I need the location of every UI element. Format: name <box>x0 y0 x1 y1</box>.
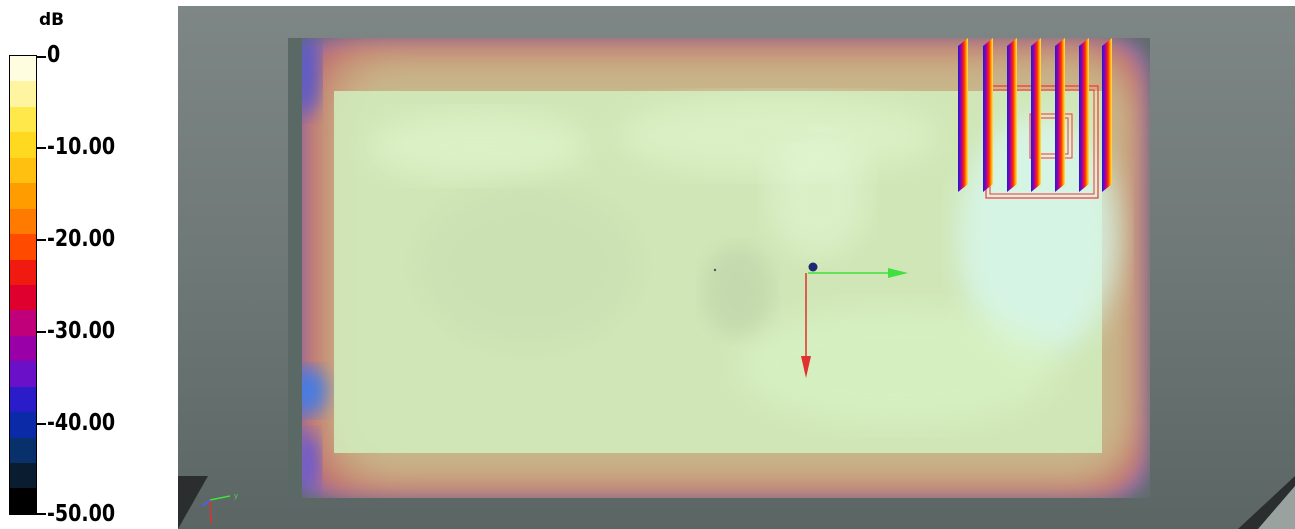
svg-text:y: y <box>234 492 238 500</box>
legend-tick-label-5: -50.00 <box>47 501 116 527</box>
colorbar-swatch <box>10 412 36 438</box>
colorbar-legend: dB 0 -10.00 -20.00 -30.00 -40.00 -50.00 <box>0 0 178 529</box>
speaker-element <box>1102 38 1112 192</box>
gizmo-y-arrow[interactable] <box>801 356 811 378</box>
speaker-array <box>958 38 1112 199</box>
colorbar-swatch <box>10 132 36 158</box>
colorbar-swatch <box>10 284 36 311</box>
speaker-element <box>958 38 968 192</box>
room-interior <box>334 91 1118 453</box>
colorbar-swatch <box>10 81 36 107</box>
3d-viewport[interactable]: y <box>178 6 1295 529</box>
gizmo-origin[interactable] <box>808 262 818 272</box>
transform-gizmo[interactable] <box>713 262 908 379</box>
legend-tick-mark <box>37 147 46 149</box>
legend-unit: dB <box>39 10 65 30</box>
colorbar-swatch <box>10 56 36 82</box>
colorbar-swatch <box>10 234 36 260</box>
legend-tick-mark <box>37 239 46 241</box>
colorbar-swatch <box>10 310 36 336</box>
speaker-element <box>983 38 993 192</box>
legend-tick-label-0: 0 <box>47 42 61 68</box>
colorbar-swatch <box>10 463 36 489</box>
legend-tick-label-2: -20.00 <box>47 226 116 252</box>
colorbar-swatch <box>10 259 36 285</box>
colorbar-swatch <box>10 208 36 235</box>
legend-tick-label-3: -30.00 <box>47 318 116 344</box>
colorbar-swatch <box>10 488 36 514</box>
legend-tick-mark <box>37 513 46 515</box>
speaker-element <box>1055 38 1065 192</box>
colorbar-swatch <box>10 361 36 387</box>
legend-tick-label-4: -40.00 <box>47 410 116 436</box>
colorbar <box>9 55 37 515</box>
colorbar-swatch <box>10 183 36 209</box>
colorbar-swatch <box>10 437 36 463</box>
floor-shadow-left <box>178 476 208 529</box>
room-scene: y <box>178 38 1295 529</box>
legend-tick-label-1: -10.00 <box>47 134 116 160</box>
speaker-element <box>1007 38 1017 192</box>
legend-tick-mark <box>37 331 46 333</box>
colorbar-swatch <box>10 157 36 184</box>
legend-tick-mark <box>37 56 46 58</box>
colorbar-swatch <box>10 386 36 413</box>
speaker-element <box>1031 38 1041 192</box>
orientation-axes: y <box>201 492 238 525</box>
legend-tick-mark <box>37 423 46 425</box>
speaker-element <box>1079 38 1089 192</box>
floor-edge-right <box>1258 486 1295 529</box>
colorbar-swatch <box>10 335 36 362</box>
colorbar-swatch <box>10 106 36 133</box>
gizmo-x-arrow[interactable] <box>888 268 908 278</box>
